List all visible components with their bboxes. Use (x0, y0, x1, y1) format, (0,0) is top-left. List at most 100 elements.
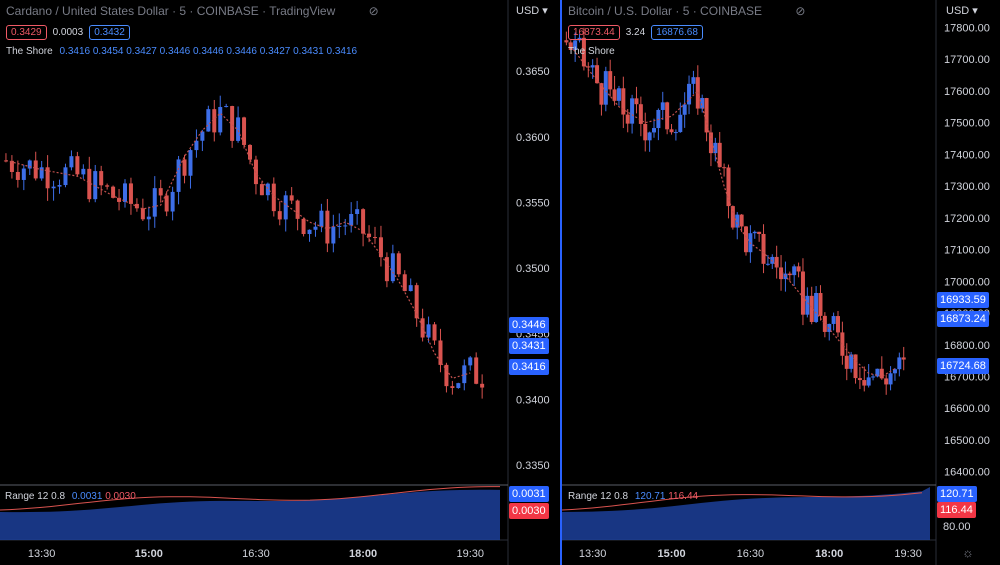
candle-body (862, 380, 867, 386)
candle-body (140, 208, 145, 220)
candle-body (814, 293, 819, 322)
candle-body (39, 167, 44, 179)
candle-body (277, 211, 282, 220)
range-area (0, 487, 500, 540)
ask-price[interactable]: 0.3432 (89, 24, 130, 40)
candle-body (146, 216, 151, 220)
candle-body (774, 256, 779, 268)
candle-body (717, 142, 722, 168)
candle-body (420, 318, 425, 338)
candle-body (879, 368, 884, 379)
candle-body (265, 183, 270, 196)
candle-body (722, 167, 727, 169)
price-label: 16933.59 (937, 292, 989, 308)
candle-body (796, 266, 801, 272)
chart-pane-cardano[interactable]: 0.3650 0.3600 0.3550 0.3500 0.3450 0.3400 0.33… (0, 0, 560, 565)
symbol-title[interactable]: Bitcoin / U.S. Dollar · 5 · COINBASE ⊘ (568, 4, 805, 18)
candle-body (111, 186, 116, 198)
candle-body (700, 98, 705, 109)
range-indicator-legend[interactable]: Range 12 0.8 120.71 116.44 (568, 491, 698, 502)
candle-body (827, 323, 832, 332)
candle-body (757, 231, 762, 234)
indicator-legend-the-shore[interactable]: The Shore (568, 46, 619, 57)
the-shore-line (565, 39, 896, 378)
candle-body (259, 184, 264, 196)
candle-body (568, 42, 573, 50)
candle-body (892, 369, 897, 374)
candle-body (170, 191, 175, 212)
candle-body (426, 324, 431, 338)
currency-selector[interactable]: USD ▾ (516, 4, 548, 17)
candle-body (75, 156, 80, 175)
candle-body (81, 168, 86, 175)
currency-selector[interactable]: USD ▾ (946, 4, 978, 17)
eye-slash-icon[interactable]: ⊘ (795, 4, 806, 18)
range-axis-label: 80.00 (940, 519, 974, 535)
price-label: 0.3446 (509, 317, 549, 333)
x-tick-label: 15:00 (135, 548, 163, 560)
price-label: 0.3416 (509, 359, 549, 375)
bid-price[interactable]: 16873.44 (568, 24, 620, 40)
eye-slash-icon[interactable]: ⊘ (368, 4, 379, 18)
candle-body (283, 195, 288, 220)
y-tick-label: 0.3400 (516, 394, 550, 406)
y-tick-label: 17000.00 (944, 276, 990, 288)
candle-body (831, 316, 836, 324)
ask-price[interactable]: 16876.68 (651, 24, 703, 40)
candle-body (93, 171, 98, 200)
candle-body (730, 206, 735, 228)
candle-body (871, 376, 876, 378)
candle-body (128, 183, 133, 204)
symbol-title[interactable]: Cardano / United States Dollar · 5 · COI… (6, 4, 379, 18)
cardano-chart-canvas[interactable]: 0.36500.36000.35500.35000.34500.34000.33… (0, 0, 560, 565)
candle-body (134, 203, 139, 209)
candle-body (438, 340, 443, 365)
candle-body (480, 383, 485, 388)
chart-pane-bitcoin[interactable]: 17800.00 17700.00 17600.00 17500.00 17400.00… (562, 0, 1000, 565)
candle-body (9, 160, 14, 172)
candle-body (590, 65, 595, 68)
candle-body (301, 218, 306, 235)
candle-body (888, 373, 893, 385)
range-indicator-legend[interactable]: Range 12 0.8 0.0031 0.0030 (5, 491, 136, 502)
pane-divider[interactable] (560, 0, 562, 565)
bid-price[interactable]: 0.3429 (6, 24, 47, 40)
candle-body (691, 77, 696, 84)
candle-body (669, 129, 674, 133)
candle-body (253, 159, 258, 185)
candle-body (616, 88, 621, 101)
candle-body (206, 109, 211, 132)
candle-body (765, 263, 770, 265)
bitcoin-chart-canvas[interactable]: 17800.00 17700.00 17600.00 17500.00 17400.00… (562, 0, 1000, 565)
candle-body (866, 377, 871, 386)
y-tick-label: 17100.00 (944, 245, 990, 257)
candle-body (152, 188, 157, 217)
candle-body (739, 214, 744, 227)
candle-body (414, 285, 419, 319)
candle-body (236, 117, 241, 141)
candle-body (408, 285, 413, 292)
candle-body (51, 186, 56, 189)
indicator-value: 0.3416 (326, 46, 358, 57)
candle-body (643, 123, 648, 141)
price-label: 16873.24 (937, 311, 989, 327)
candle-body (634, 98, 639, 105)
candle-body (402, 274, 407, 292)
candle-body (164, 195, 169, 212)
candle-body (57, 185, 62, 187)
y-tick-label: 16500.00 (944, 435, 990, 447)
symbol-title-text: Cardano / United States Dollar · 5 · COI… (6, 4, 336, 18)
gear-icon[interactable]: ☼ (962, 545, 974, 560)
x-tick-label: 16:30 (737, 548, 765, 560)
currency-label: USD (516, 5, 540, 17)
candle-body (844, 355, 849, 369)
x-tick-label: 18:00 (349, 548, 377, 560)
candle-body (27, 160, 32, 169)
candle-body (289, 195, 294, 201)
range-value-1: 120.71 (634, 491, 666, 502)
candle-body (325, 210, 330, 244)
indicator-legend-the-shore[interactable]: The Shore 0.3416 0.3454 0.3427 0.3446 0.… (6, 46, 357, 57)
y-tick-label: 17800.00 (944, 23, 990, 35)
candle-body (647, 132, 652, 141)
indicator-value: 0.3446 (159, 46, 191, 57)
